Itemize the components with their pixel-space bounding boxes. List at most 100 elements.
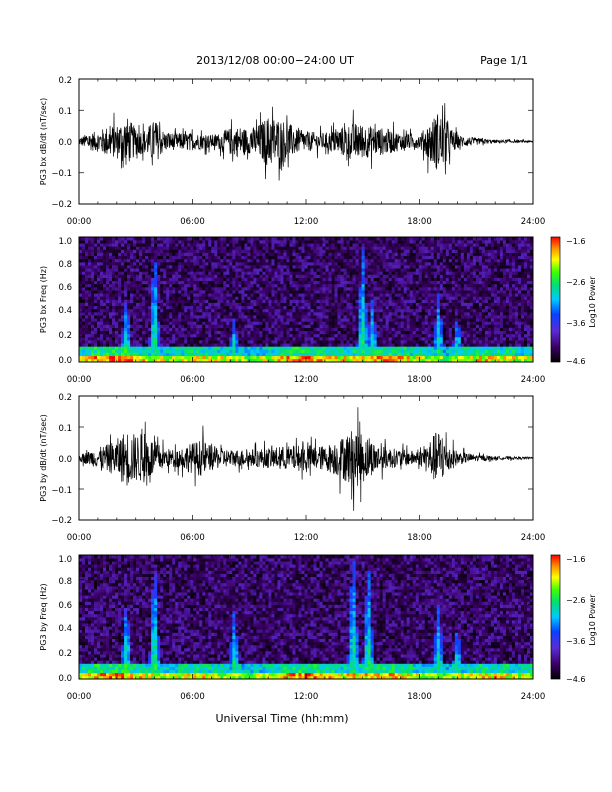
- spectrogram-cell: [175, 302, 179, 307]
- spectrogram-cell: [157, 287, 161, 291]
- spectrogram-cell: [187, 265, 191, 269]
- spectrogram-cell: [97, 302, 101, 307]
- spectrogram-cell: [340, 243, 344, 247]
- spectrogram-cell: [307, 265, 311, 269]
- spectrogram-cell: [313, 305, 317, 310]
- spectrogram-cell: [310, 249, 314, 253]
- spectrogram-cell: [124, 290, 128, 294]
- spectrogram-cell: [442, 293, 447, 297]
- spectrogram-cell: [304, 262, 308, 266]
- spectrogram-cell: [415, 315, 420, 319]
- spectrogram-cell: [217, 327, 221, 332]
- spectrogram-cell: [331, 287, 335, 291]
- spectrogram-cell: [145, 305, 149, 310]
- spectrogram-cell: [166, 265, 170, 269]
- spectrogram-cell: [202, 255, 206, 260]
- spectrogram-cell: [415, 258, 420, 263]
- spectrogram-cell: [358, 258, 362, 263]
- spectrogram-cell: [364, 308, 368, 313]
- spectrogram-cell: [355, 327, 359, 332]
- spectrogram-cell: [442, 337, 447, 341]
- spectrogram-cell: [433, 274, 438, 278]
- spectrogram-cell: [382, 290, 386, 294]
- spectrogram-cell: [169, 346, 173, 350]
- spectrogram-cell: [157, 312, 161, 316]
- spectrogram-cell: [421, 355, 426, 360]
- spectrogram-cell: [301, 293, 305, 297]
- spectrogram-cell: [343, 255, 347, 260]
- spectrogram-cell: [205, 280, 209, 285]
- spectrogram-cell: [235, 358, 239, 363]
- spectrogram-cell: [259, 330, 263, 335]
- spectrogram-cell: [346, 290, 350, 294]
- spectrogram-cell: [409, 324, 414, 328]
- spectrogram-cell: [433, 280, 438, 285]
- spectrogram-cell: [133, 293, 137, 297]
- spectrogram-cell: [163, 349, 167, 353]
- spectrogram-cell: [250, 287, 254, 291]
- spectrogram-cell: [262, 296, 266, 300]
- spectrogram-cell: [334, 355, 338, 360]
- spectrogram-cell: [211, 299, 215, 303]
- spectrogram-cell: [370, 274, 374, 278]
- spectrogram-cell: [418, 255, 423, 260]
- spectrogram-cell: [319, 296, 323, 300]
- spectrogram-cell: [226, 274, 230, 278]
- spectrogram-cell: [208, 243, 212, 247]
- spectrogram-cell: [97, 321, 101, 325]
- spectrogram-cell: [268, 277, 272, 282]
- spectrogram-cell: [202, 249, 206, 253]
- spectrogram-cell: [184, 246, 188, 250]
- spectrogram-cell: [184, 293, 188, 297]
- spectrogram-cell: [352, 312, 356, 316]
- spectrogram-cell: [418, 324, 423, 328]
- spectrogram-cell: [382, 312, 386, 316]
- spectrogram-cell: [175, 340, 179, 344]
- spectrogram-cell: [79, 302, 83, 307]
- spectrogram-cell: [190, 318, 194, 322]
- spectrogram-cell: [322, 355, 326, 360]
- spectrogram-cell: [277, 262, 281, 266]
- spectrogram-cell: [379, 296, 383, 300]
- spectrogram-cell: [436, 296, 441, 300]
- spectrogram-cell: [247, 283, 251, 288]
- spectrogram-cell: [304, 243, 308, 247]
- spectrogram-cell: [421, 340, 426, 344]
- spectrogram-cell: [418, 327, 423, 332]
- spectrogram-cell: [172, 340, 176, 344]
- spectrogram-cell: [316, 337, 320, 341]
- spectrogram-cell: [139, 265, 143, 269]
- spectrogram-cell: [151, 318, 155, 322]
- spectrogram-cell: [379, 268, 383, 272]
- spectrogram-cell: [436, 321, 441, 325]
- spectrogram-cell: [166, 290, 170, 294]
- spectrogram-cell: [79, 249, 83, 253]
- spectrogram-cell: [307, 277, 311, 282]
- spectrogram-cell: [307, 318, 311, 322]
- spectrogram-cell: [274, 255, 278, 260]
- spectrogram-cell: [364, 246, 368, 250]
- spectrogram-cell: [91, 249, 95, 253]
- spectrogram-cell: [100, 333, 104, 338]
- spectrogram-cell: [193, 308, 197, 313]
- spectrogram-cell: [280, 258, 284, 263]
- spectrogram-cell: [79, 262, 83, 266]
- spectrogram-cell: [238, 324, 242, 328]
- spectrogram-cell: [97, 308, 101, 313]
- spectrogram-cell: [298, 296, 302, 300]
- spectrogram-cell: [337, 337, 341, 341]
- spectrogram-cell: [145, 324, 149, 328]
- spectrogram-cell: [145, 252, 149, 257]
- spectrogram-cell: [439, 296, 444, 300]
- spectrogram-cell: [127, 343, 131, 347]
- spectrogram-cell: [289, 355, 293, 360]
- spectrogram-cell: [283, 337, 287, 341]
- spectrogram-cell: [196, 308, 200, 313]
- spectrogram-cell: [241, 274, 245, 278]
- spectrogram-cell: [430, 249, 435, 253]
- spectrogram-cell: [88, 274, 92, 278]
- spectrogram-cell: [286, 283, 290, 288]
- spectrogram-cell: [442, 237, 447, 241]
- spectrogram-cell: [331, 324, 335, 328]
- spectrogram-cell: [85, 299, 89, 303]
